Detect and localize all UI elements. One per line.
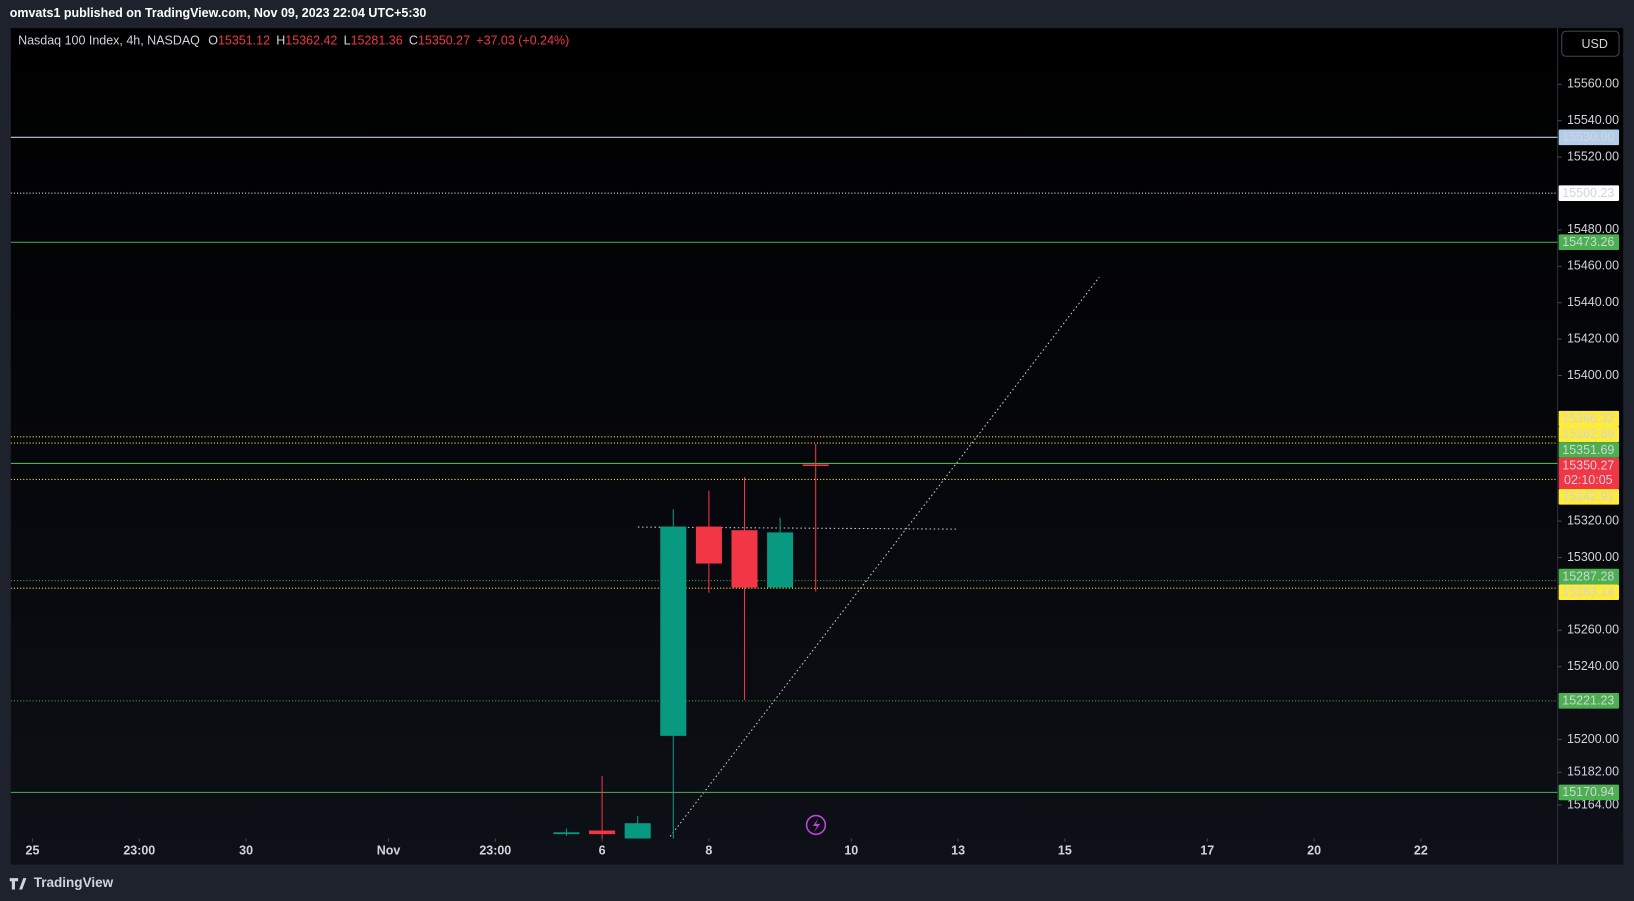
currency-label[interactable]: USD [1582,37,1608,51]
candle-body [660,526,687,736]
o-label: O [208,34,218,48]
level-label-bg [1558,234,1620,251]
level-label-bg [1558,426,1620,443]
level-label: 15170.94 [1562,785,1614,799]
candle-body [767,532,794,588]
x-tick-label: 15 [1058,843,1072,857]
l-label: L [344,34,351,48]
brand: TradingView [34,875,114,890]
y-tick-label: 15300.00 [1567,550,1619,564]
x-tick-label: 22 [1414,843,1428,857]
price-label: 15350.27 [1562,458,1614,472]
y-tick-label: 15440.00 [1567,295,1619,309]
c-label: C [409,34,418,48]
x-tick-label: 20 [1307,843,1321,857]
y-tick-label: 15182.00 [1567,765,1619,779]
chart-area [10,28,1624,865]
horizontal-ray [637,526,957,530]
x-tick-label: 25 [26,843,40,857]
h-label: H [276,34,285,48]
trend-line [669,276,1100,837]
y-tick-label: 15560.00 [1567,77,1619,91]
currency-button[interactable] [1561,30,1620,57]
x-tick-label: 6 [599,843,606,857]
level-label: 15500.23 [1562,186,1614,200]
time-axis [10,838,1624,865]
level-label-bg [1558,185,1620,201]
x-tick-label: Nov [377,843,401,857]
x-tick-label: 17 [1200,843,1214,857]
y-tick-label: 15164.00 [1567,797,1619,811]
level-label: 15362.89 [1562,427,1614,441]
x-tick-label: 23:00 [123,843,155,857]
countdown: 02:10:05 [1564,473,1613,487]
candle-body [624,823,651,839]
level-label-bg [1558,568,1620,585]
level-label: 15221.23 [1562,694,1614,708]
level-label-bg [1558,129,1620,146]
level-label: 15287.28 [1562,569,1614,583]
c-value: 15350.27 [418,34,470,48]
o-value: 15351.12 [218,34,270,48]
level-label-bg [1558,784,1620,801]
candle-body [589,830,616,835]
y-tick-label: 15240.00 [1567,659,1619,673]
y-tick-label: 15400.00 [1567,368,1619,382]
y-tick-label: 15460.00 [1567,259,1619,273]
change: +37.03 (+0.24%) [476,34,569,48]
candle-body [695,526,722,564]
level-label: 15351.69 [1562,443,1614,457]
x-tick-label: 23:00 [479,843,511,857]
level-label: 15530.90 [1562,130,1614,144]
candle-body [802,464,829,467]
price-label-bg [1558,457,1620,490]
x-tick-label: 30 [239,843,253,857]
h-value: 15362.42 [285,34,337,48]
level-label: 15283.14 [1562,585,1614,599]
y-tick-label: 15320.00 [1567,513,1619,527]
publish-info: omvats1 published on TradingView.com, No… [10,6,427,20]
y-tick-label: 15420.00 [1567,331,1619,345]
drawings [637,276,1100,837]
level-label-bg [1558,442,1620,458]
level-label-bg [1558,410,1620,427]
x-tick-label: 13 [951,843,965,857]
x-tick-label: 8 [705,843,712,857]
logo-mark [9,878,27,890]
y-tick-label: 15480.00 [1567,222,1619,236]
l-value: 15281.36 [351,34,403,48]
y-tick-label: 15540.00 [1567,113,1619,127]
level-label-bg [1558,693,1620,709]
symbol: Nasdaq 100 Index, 4h, NASDAQ [18,34,200,48]
y-tick-label: 15200.00 [1567,732,1619,746]
x-tick-label: 10 [844,843,858,857]
footer-logo: TradingView [9,875,114,890]
event-icon-bolt [812,818,821,833]
candle-body [731,530,758,588]
event-icon[interactable] [805,814,827,836]
level-label-bg [1558,489,1620,505]
level-label: 15366.32 [1562,412,1614,426]
level-label: 15342.91 [1562,490,1614,504]
level-label-bg [1558,584,1620,601]
level-label: 15473.26 [1562,235,1614,249]
y-tick-label: 15520.00 [1567,149,1619,163]
ohlc-legend: Nasdaq 100 Index, 4h, NASDAQ O15351.12 H15… [18,34,569,48]
y-tick-label: 15260.00 [1567,623,1619,637]
candle-body [553,832,580,835]
